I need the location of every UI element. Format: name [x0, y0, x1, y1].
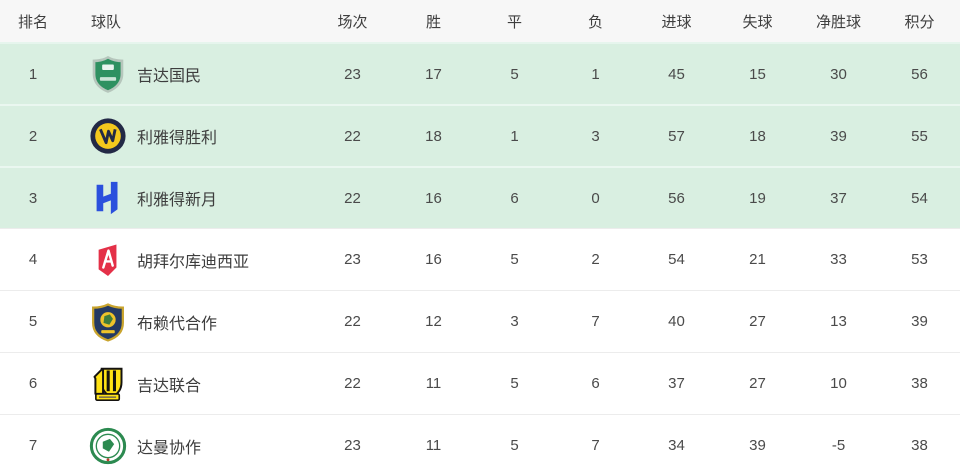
points-value: 54	[911, 189, 928, 207]
al-ahli-green-shield-icon	[88, 54, 128, 94]
header-lost: 负	[587, 13, 603, 31]
goals-for-value: 37	[668, 375, 685, 392]
goals-against-value: 27	[749, 313, 766, 330]
table-row-rank-7[interactable]: 7 达曼协作 23 11 5 7 34 39 -5 38	[0, 414, 960, 476]
won-value: 12	[425, 313, 442, 330]
goal-diff-value: 37	[830, 189, 847, 207]
points-value: 55	[911, 127, 928, 145]
played-value: 22	[344, 127, 361, 145]
drawn-value: 5	[510, 65, 519, 83]
goals-against-value: 19	[749, 189, 766, 207]
points-value: 38	[911, 375, 928, 392]
al-ittihad-yellow-badge-icon	[88, 364, 128, 404]
lost-value: 3	[591, 127, 600, 145]
points-value: 38	[911, 437, 928, 454]
goals-for-value: 57	[668, 127, 685, 145]
played-value: 23	[344, 65, 361, 83]
points-value: 56	[911, 65, 928, 83]
points-value: 53	[911, 251, 928, 268]
played-value: 23	[344, 251, 361, 268]
header-goal-diff: 净胜球	[815, 13, 861, 31]
al-nassr-yellow-circle-icon	[88, 116, 128, 156]
goals-for-value: 34	[668, 437, 685, 454]
al-qadsiah-red-pennant-icon	[88, 240, 128, 280]
header-played: 场次	[337, 13, 368, 31]
goals-against-value: 15	[749, 65, 766, 83]
goals-for-value: 45	[668, 65, 685, 83]
won-value: 11	[425, 375, 442, 392]
al-ettifaq-green-circle-icon	[88, 426, 128, 466]
team-name: 布赖代合作	[137, 315, 218, 333]
played-value: 22	[344, 375, 361, 392]
rank-value: 1	[28, 65, 38, 83]
rank-value: 4	[28, 251, 38, 268]
header-team: 球队	[91, 13, 122, 31]
team-name: 吉达国民	[137, 68, 202, 85]
header-points: 积分	[904, 13, 935, 31]
won-value: 16	[425, 189, 442, 207]
lost-value: 7	[591, 437, 600, 454]
played-value: 23	[344, 437, 361, 454]
drawn-value: 1	[510, 127, 519, 145]
goal-diff-value: 30	[830, 65, 847, 83]
drawn-value: 3	[510, 313, 519, 330]
rank-value: 5	[28, 313, 38, 330]
lost-value: 1	[591, 65, 600, 83]
goals-against-value: 27	[749, 375, 766, 392]
standings-header-row: 排名 球队 场次 胜 平 负 进球 失球 净胜球 积分	[0, 0, 960, 42]
table-row-rank-3[interactable]: 3 利雅得新月 22 16 6 0 56 19 37 54	[0, 166, 960, 228]
drawn-value: 5	[510, 437, 519, 454]
won-value: 17	[425, 65, 442, 83]
team-name: 达曼协作	[137, 439, 202, 457]
goals-for-value: 54	[668, 251, 685, 268]
header-rank: 排名	[17, 13, 48, 31]
team-name: 胡拜尔库迪西亚	[137, 253, 250, 271]
header-goals-against: 失球	[742, 13, 773, 31]
goals-against-value: 39	[749, 437, 766, 454]
rank-value: 7	[28, 437, 38, 454]
drawn-value: 5	[510, 375, 519, 392]
header-drawn: 平	[506, 13, 522, 31]
goal-diff-value: 13	[830, 313, 847, 330]
played-value: 22	[344, 313, 361, 330]
won-value: 16	[425, 251, 442, 268]
goals-against-value: 18	[749, 127, 766, 145]
goal-diff-value: 39	[830, 127, 847, 145]
drawn-value: 5	[510, 251, 519, 268]
table-row-rank-4[interactable]: 4 胡拜尔库迪西亚 23 16 5 2 54 21 33 53	[0, 228, 960, 290]
table-row-rank-5[interactable]: 5 布赖代合作 22 12 3 7 40 27 13 39	[0, 290, 960, 352]
played-value: 22	[344, 189, 361, 207]
header-goals-for: 进球	[661, 13, 692, 31]
team-name: 利雅得新月	[137, 192, 218, 209]
al-hilal-blue-monogram-icon	[88, 178, 128, 218]
won-value: 11	[425, 437, 442, 454]
drawn-value: 6	[510, 189, 519, 207]
won-value: 18	[425, 127, 442, 145]
header-won: 胜	[425, 13, 441, 31]
table-row-rank-2[interactable]: 2 利雅得胜利 22 18 1 3 57 18 39 55	[0, 104, 960, 166]
lost-value: 6	[591, 375, 600, 392]
team-name: 利雅得胜利	[137, 130, 218, 147]
team-name: 吉达联合	[137, 377, 202, 395]
goals-for-value: 40	[668, 313, 685, 330]
goal-diff-value: 33	[830, 251, 847, 268]
lost-value: 0	[591, 189, 600, 207]
lost-value: 2	[591, 251, 600, 268]
table-row-rank-6[interactable]: 6 吉达联合 22 11 5 6 37 27 10 38	[0, 352, 960, 414]
rank-value: 6	[28, 375, 38, 392]
table-row-rank-1[interactable]: 1 吉达国民 23 17 5 1 45 15 30 56	[0, 42, 960, 104]
points-value: 39	[911, 313, 928, 330]
goals-against-value: 21	[749, 251, 766, 268]
rank-value: 3	[28, 189, 38, 207]
goal-diff-value: -5	[831, 437, 846, 454]
rank-value: 2	[28, 127, 38, 145]
lost-value: 7	[591, 313, 600, 330]
al-taawoun-navy-shield-icon	[88, 302, 128, 342]
goals-for-value: 56	[668, 189, 685, 207]
goal-diff-value: 10	[830, 375, 847, 392]
